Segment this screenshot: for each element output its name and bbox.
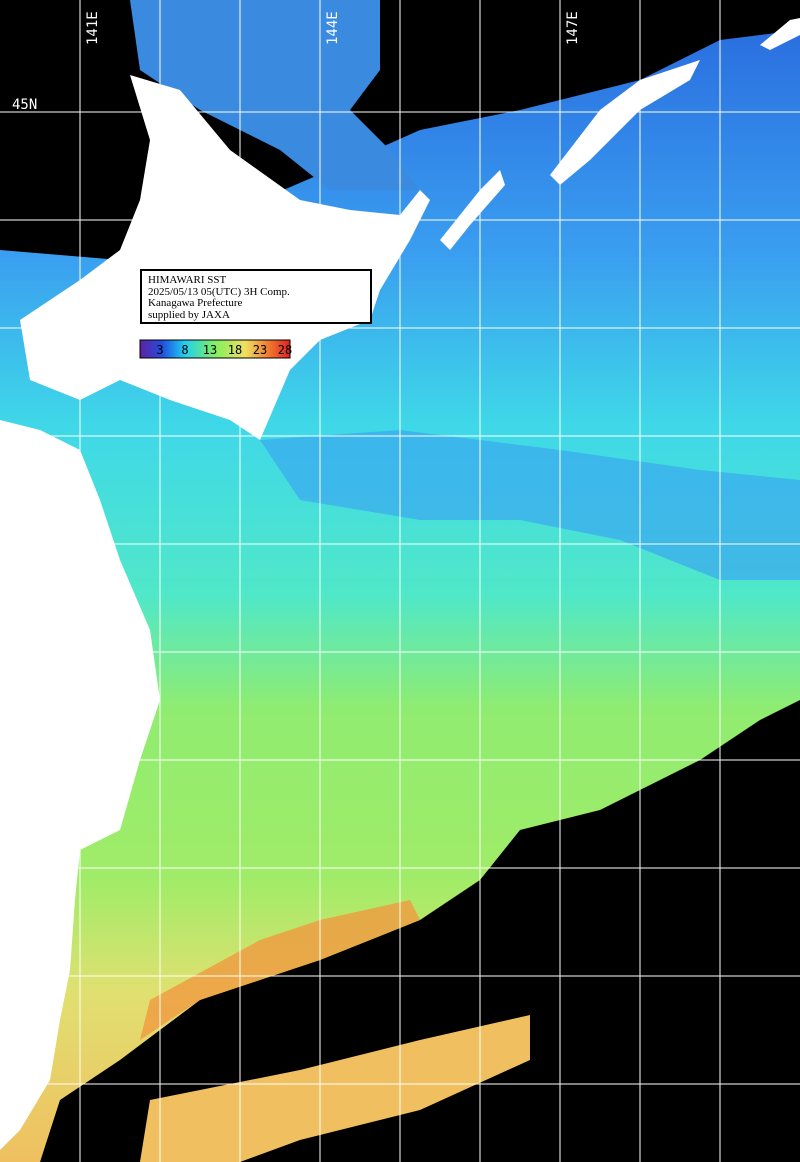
warm-band <box>140 900 420 1040</box>
info-line: supplied by JAXA <box>148 309 230 321</box>
colorbar: 3 8 13 18 23 28 <box>139 339 292 359</box>
longitude-label: 144E <box>325 11 341 45</box>
colorbar-ramp <box>139 339 291 359</box>
colorbar-tick-label: 18 <box>228 343 242 357</box>
info-box: HIMAWARI SST 2025/05/13 05(UTC) 3H Comp.… <box>140 269 372 324</box>
kuril-islands <box>440 170 505 250</box>
kuril-islands <box>550 60 700 185</box>
colorbar-tick-label: 3 <box>156 343 163 357</box>
hokkaido <box>20 75 430 440</box>
colorbar-tick-label: 23 <box>253 343 267 357</box>
okhotsk-sea <box>130 0 420 190</box>
longitude-label: 147E <box>565 11 581 45</box>
south-strip <box>140 1015 530 1162</box>
blue-eddy <box>260 430 800 580</box>
kuril-islands <box>760 18 800 50</box>
latitude-label: 45N <box>12 97 37 113</box>
longitude-label: 141E <box>85 11 101 45</box>
info-line: Kanagawa Prefecture <box>148 297 242 309</box>
info-line: HIMAWARI SST <box>148 274 227 286</box>
colorbar-tick-label: 8 <box>181 343 188 357</box>
colorbar-tick-label: 28 <box>278 343 292 357</box>
info-line: 2025/05/13 05(UTC) 3H Comp. <box>148 286 290 298</box>
colorbar-tick-label: 13 <box>203 343 217 357</box>
info-frame <box>140 269 372 324</box>
